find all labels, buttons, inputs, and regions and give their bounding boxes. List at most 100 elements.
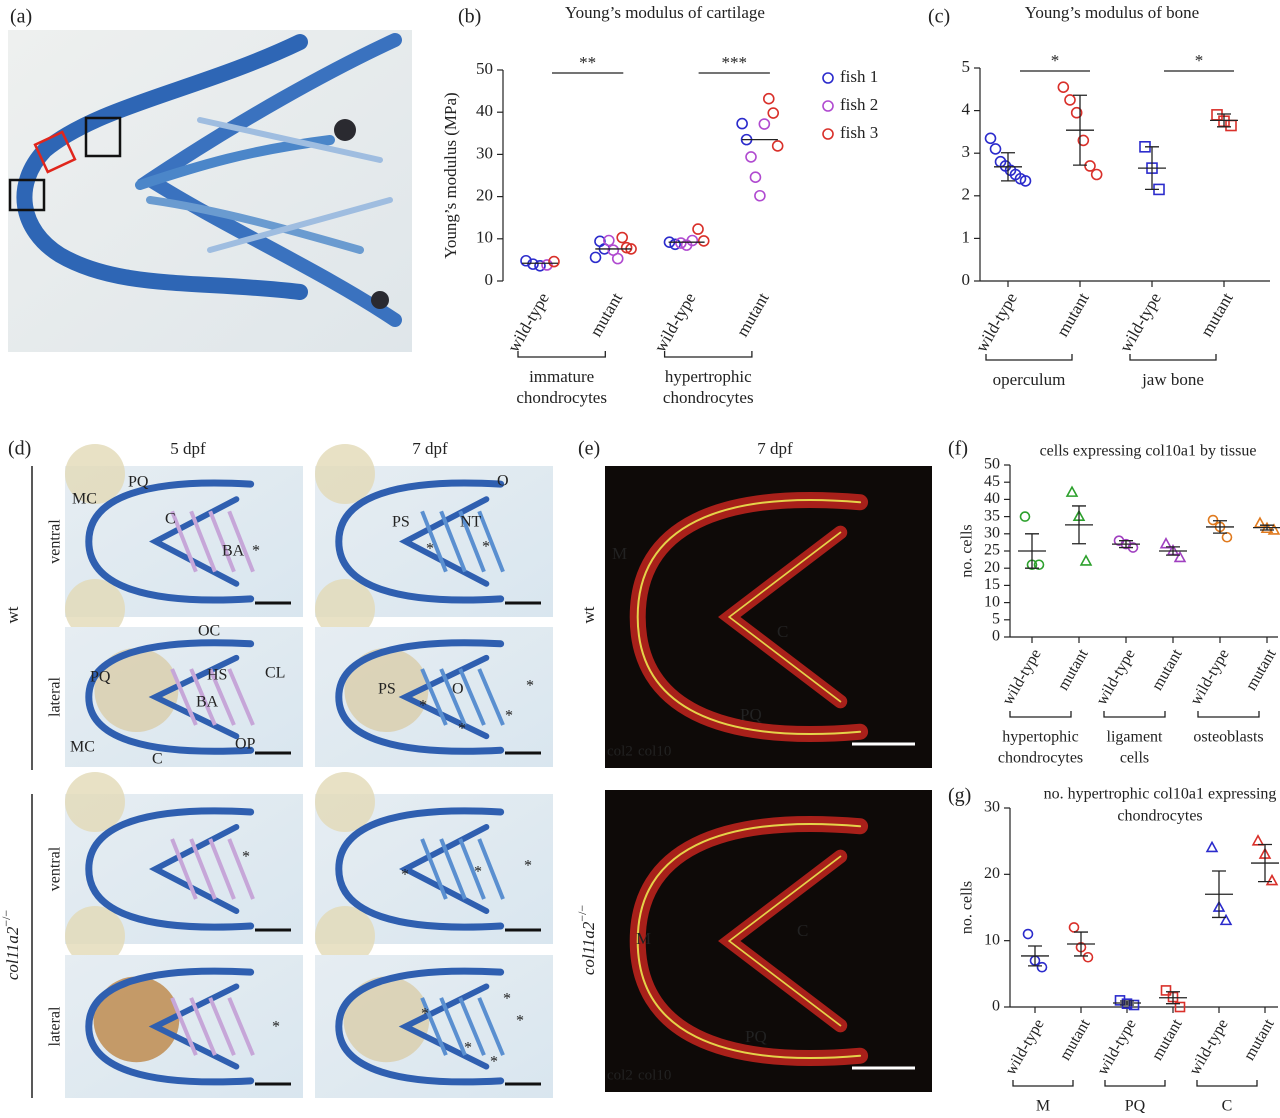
y-tick-label: 5: [992, 610, 1000, 627]
error-bar: [1120, 1000, 1134, 1006]
x-tick-label: wild-type: [504, 289, 553, 355]
x-tick-label: wild-type: [650, 289, 699, 355]
y-tick-label: 30: [476, 143, 493, 162]
error-bar: [1166, 546, 1180, 556]
panel-label: (c): [928, 6, 950, 28]
x-tick-label: mutant: [1241, 1016, 1278, 1063]
x-tick-label: wild-type: [999, 646, 1044, 708]
data-point: [1173, 550, 1187, 563]
data-point: [686, 234, 699, 247]
y-tick-label: 40: [476, 101, 493, 120]
group-bracket: [1196, 1080, 1258, 1087]
panel-label: (d): [8, 438, 31, 460]
structure-label: HS: [207, 667, 227, 684]
error-bar: [1217, 113, 1231, 128]
arch: [189, 668, 217, 726]
data-point: [697, 235, 710, 247]
data-point: [1265, 873, 1279, 886]
x-tick-label: wild-type: [1093, 646, 1138, 708]
error-bar: [1025, 533, 1039, 569]
data-point: [675, 237, 687, 249]
arch: [227, 838, 255, 900]
x-tick-label: mutant: [1053, 289, 1093, 340]
eye-spot: [371, 291, 389, 309]
arch: [477, 838, 505, 900]
data-point: [1251, 834, 1265, 846]
structure-label: PQ: [128, 474, 149, 491]
error-bar: [1001, 152, 1015, 182]
data-point: [1082, 951, 1094, 963]
data-point: [527, 258, 539, 270]
data-point: [611, 252, 624, 265]
y-tick-label: 1: [962, 227, 971, 246]
significance-label: *: [1051, 51, 1060, 70]
channel-label: col2: [607, 743, 633, 759]
y-tick-label: 20: [984, 865, 1000, 882]
arch: [458, 997, 486, 1056]
structure-label: *: [419, 698, 427, 715]
data-point: [1022, 928, 1034, 940]
col10-signal: [727, 855, 842, 1027]
structure-label: PQ: [745, 1027, 767, 1046]
data-point: [745, 151, 757, 163]
group-bracket: [1129, 354, 1217, 361]
chart-title: chondrocytes: [1117, 808, 1202, 825]
eye: [343, 976, 430, 1063]
column-label: 7 dpf: [757, 439, 793, 458]
data-point: [1068, 922, 1080, 933]
channel-label: col10: [638, 1067, 671, 1083]
x-tick-label: wild-type: [1094, 1016, 1139, 1078]
chart-title: Young’s modulus of cartilage: [565, 3, 765, 22]
cartilage: [146, 196, 364, 254]
data-point: [1159, 537, 1173, 549]
arch: [227, 997, 255, 1056]
arch: [477, 668, 505, 726]
structure-label: C: [165, 511, 176, 528]
data-point: [1205, 840, 1219, 853]
data-point: [749, 171, 762, 183]
x-tick-label: mutant: [1243, 646, 1280, 693]
x-tick-label: mutant: [1197, 289, 1237, 340]
group-label: chondrocytes: [516, 388, 607, 407]
data-point: [736, 117, 748, 130]
structure-label: OC: [198, 623, 220, 640]
structure-label: C: [777, 622, 788, 641]
y-tick-label: 50: [984, 456, 1000, 473]
group-label: osteoblasts: [1193, 729, 1263, 746]
data-point: [603, 234, 615, 247]
structure-label: *: [482, 539, 490, 556]
group-label: chondrocytes: [663, 388, 754, 407]
significance-label: *: [1195, 51, 1204, 70]
column-label: 5 dpf: [170, 439, 206, 458]
y-tick-label: 4: [962, 100, 971, 119]
structure-label: M: [612, 544, 627, 563]
y-tick-label: 15: [984, 576, 1000, 593]
legend-label: fish 2: [840, 95, 878, 114]
y-axis-label: Young’s modulus (MPa): [441, 92, 460, 258]
roi-box: [84, 116, 122, 158]
error-bar: [1166, 991, 1180, 1005]
y-tick-label: 5: [962, 57, 971, 76]
data-point: [616, 231, 628, 244]
row-label: col11a2−/−: [0, 910, 22, 981]
x-tick-label: wild-type: [1116, 289, 1165, 355]
group-bracket: [517, 351, 606, 358]
gene-name: col11a2: [3, 926, 22, 980]
arch: [189, 997, 217, 1056]
arch: [208, 668, 236, 726]
y-tick-label: 30: [984, 524, 1000, 541]
eye: [65, 444, 125, 504]
structure-label: PS: [378, 681, 396, 698]
chart-title: no. hypertrophic col10a1 expressing: [1044, 786, 1277, 803]
cartilage: [335, 967, 505, 1086]
data-point: [754, 189, 766, 202]
view-label: lateral: [47, 676, 64, 717]
group-bracket: [1197, 711, 1260, 718]
error-bar: [1213, 520, 1227, 534]
arch: [420, 997, 448, 1056]
structure-label: *: [505, 708, 513, 725]
error-bar: [1028, 945, 1042, 967]
data-point: [1036, 961, 1048, 973]
structure-label: PQ: [740, 705, 762, 724]
y-tick-label: 10: [984, 931, 1000, 948]
